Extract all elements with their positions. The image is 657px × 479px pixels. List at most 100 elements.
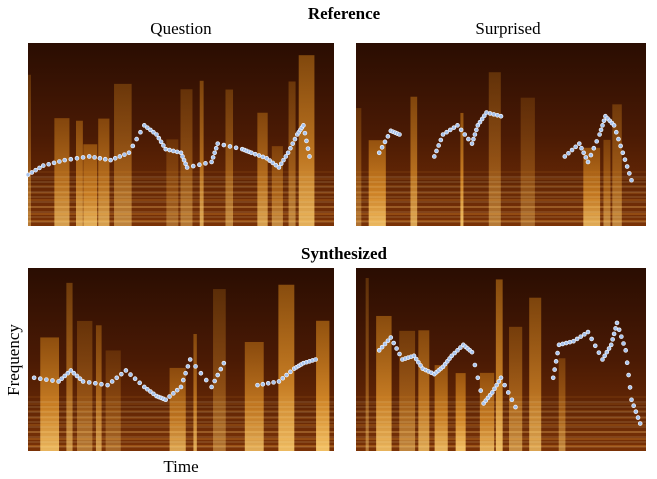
pitch-point xyxy=(614,130,618,134)
pitch-point xyxy=(607,347,611,351)
pitch-point xyxy=(554,359,558,363)
pitch-point xyxy=(127,151,131,155)
pitch-point xyxy=(506,390,510,394)
pitch-point xyxy=(392,341,396,345)
pitch-point xyxy=(439,138,443,142)
pitch-point xyxy=(377,348,381,352)
spectral-band xyxy=(278,285,294,451)
pitch-point xyxy=(63,158,67,162)
pitch-point xyxy=(81,155,85,159)
pitch-point xyxy=(99,382,103,386)
pitch-point xyxy=(216,142,220,146)
pitch-point xyxy=(304,139,308,143)
spectral-band xyxy=(54,118,69,226)
pitch-point xyxy=(179,385,183,389)
pitch-point xyxy=(434,149,438,153)
pitch-point xyxy=(577,142,581,146)
pitch-point xyxy=(98,156,102,160)
pitch-point xyxy=(553,368,557,372)
pitch-point xyxy=(34,168,38,172)
pitch-point xyxy=(395,347,399,351)
pitch-point xyxy=(497,379,501,383)
spectral-band xyxy=(366,278,369,451)
pitch-point xyxy=(122,153,126,157)
spectral-band xyxy=(98,119,109,226)
pitch-point xyxy=(57,159,61,163)
spectrogram xyxy=(26,43,334,226)
pitch-point xyxy=(586,330,590,334)
pitch-point xyxy=(456,123,460,127)
pitch-point xyxy=(277,165,281,169)
pitch-point xyxy=(601,123,605,127)
spectrogram xyxy=(28,268,334,451)
pitch-point xyxy=(582,151,586,155)
pitch-point xyxy=(214,146,218,150)
pitch-point xyxy=(135,137,139,141)
pitch-point xyxy=(619,335,623,339)
spectral-band xyxy=(356,108,361,226)
pitch-point xyxy=(474,128,478,132)
pitch-point xyxy=(492,387,496,391)
spectral-band xyxy=(193,334,196,451)
pitch-point xyxy=(386,339,390,343)
pitch-point xyxy=(621,151,625,155)
pitch-point xyxy=(93,381,97,385)
pitch-point xyxy=(611,337,615,341)
pitch-point xyxy=(579,146,583,150)
pitch-point xyxy=(285,373,289,377)
spectrogram xyxy=(356,268,646,451)
pitch-point xyxy=(26,173,30,177)
section-title: Reference xyxy=(308,4,381,23)
pitch-point xyxy=(466,137,470,141)
pitch-point xyxy=(115,376,119,380)
pitch-point xyxy=(630,178,634,182)
pitch-point xyxy=(619,144,623,148)
spectral-band xyxy=(28,75,31,226)
pitch-point xyxy=(448,128,452,132)
pitch-point xyxy=(386,134,390,138)
pitch-point xyxy=(308,154,312,158)
pitch-point xyxy=(113,156,117,160)
pitch-point xyxy=(589,153,593,157)
pitch-point xyxy=(303,131,307,135)
pitch-point xyxy=(563,154,567,158)
pitch-point xyxy=(602,119,606,123)
pitch-point xyxy=(572,339,576,343)
harmonic xyxy=(356,178,646,180)
pitch-point xyxy=(191,164,195,168)
harmonic xyxy=(356,213,646,215)
pitch-point xyxy=(197,163,201,167)
pitch-point xyxy=(185,165,189,169)
pitch-point xyxy=(632,404,636,408)
pitch-point xyxy=(261,382,265,386)
pitch-point xyxy=(159,140,163,144)
pitch-point xyxy=(452,126,456,130)
pitch-point xyxy=(471,137,475,141)
pitch-point xyxy=(118,154,122,158)
pitch-point xyxy=(622,341,626,345)
pitch-point xyxy=(476,376,480,380)
pitch-point xyxy=(249,151,253,155)
pitch-point xyxy=(570,148,574,152)
pitch-point xyxy=(37,166,41,170)
pitch-point xyxy=(586,160,590,164)
spectral-band xyxy=(257,113,267,226)
pitch-point xyxy=(398,133,402,137)
pitch-point xyxy=(161,143,165,147)
pitch-point xyxy=(284,154,288,158)
pitch-point xyxy=(103,157,107,161)
spectral-band xyxy=(418,330,429,451)
pitch-point xyxy=(279,162,283,166)
pitch-point xyxy=(234,146,238,150)
pitch-point xyxy=(574,145,578,149)
pitch-point xyxy=(222,143,226,147)
pitch-point xyxy=(638,422,642,426)
pitch-point xyxy=(204,378,208,382)
pitch-point xyxy=(398,352,402,356)
pitch-point xyxy=(628,385,632,389)
pitch-point xyxy=(459,128,463,132)
pitch-point xyxy=(124,368,128,372)
pitch-point xyxy=(288,370,292,374)
pitch-point xyxy=(612,123,616,127)
pitch-point xyxy=(175,150,179,154)
